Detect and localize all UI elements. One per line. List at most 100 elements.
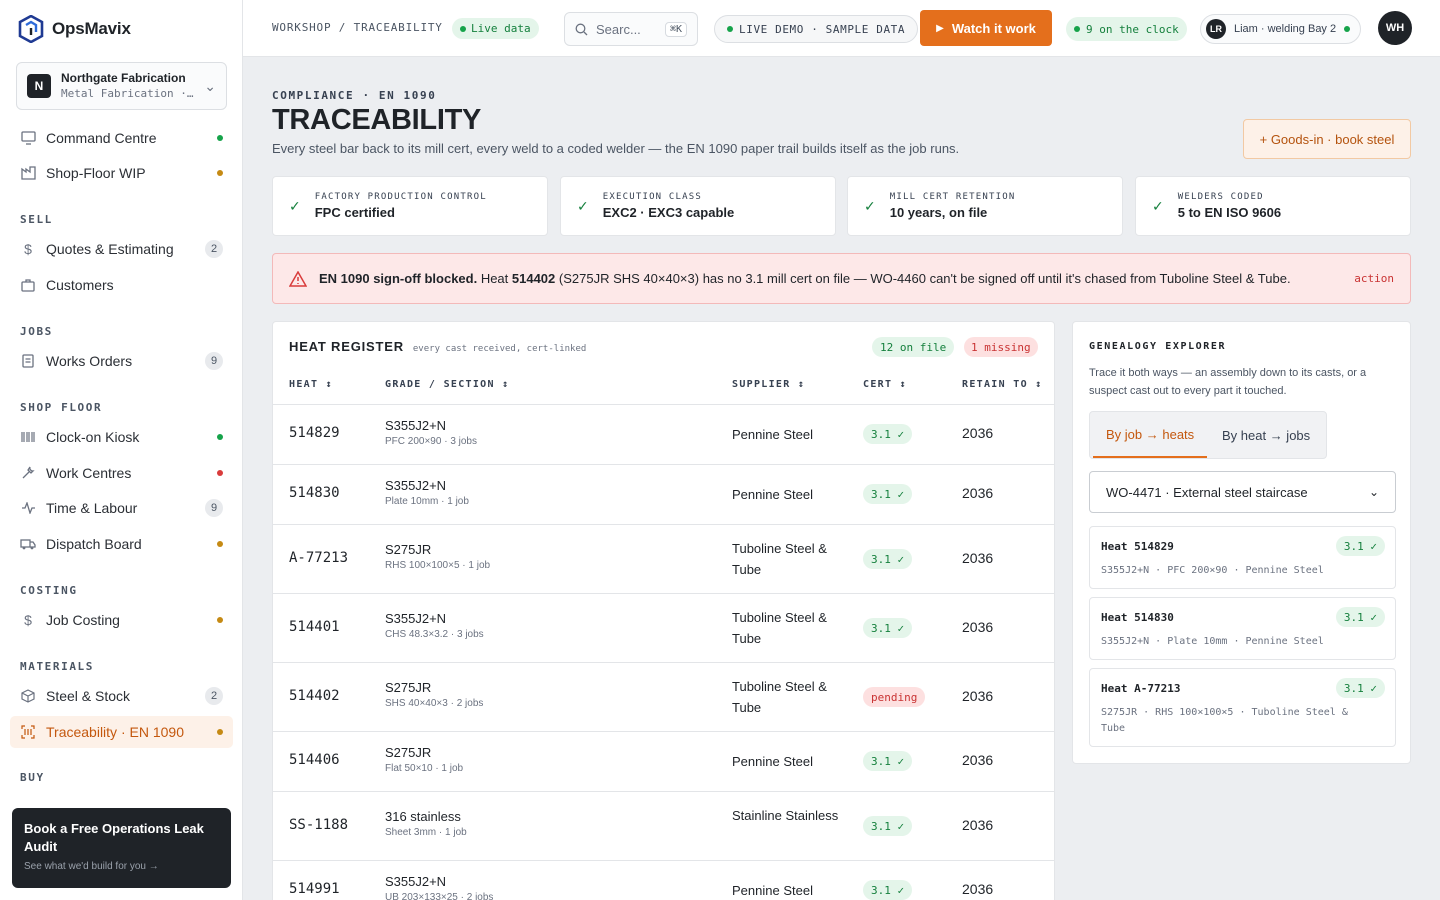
table-row[interactable]: SS-1188 316 stainless Sheet 3mm · 1 job S… <box>273 792 1054 861</box>
sidebar-item-label: Steel & Stock <box>46 688 131 704</box>
sidebar-item-clock-kiosk[interactable]: Clock-on Kiosk <box>10 421 233 453</box>
monitor-icon <box>20 130 36 146</box>
col-header-cert[interactable]: CERT ↕ <box>863 379 907 390</box>
alert-text-post: (S275JR SHS 40×40×3) has no 3.1 mill cer… <box>555 271 1291 286</box>
cert-badge: 3.1 ✓ <box>1335 607 1385 627</box>
supplier-cell: Pennine Steel <box>732 883 813 898</box>
brand-name: OpsMavix <box>52 18 131 38</box>
heat-card[interactable]: Heat A-77213 3.1 ✓ S275JR · RHS 100×100×… <box>1089 668 1396 747</box>
retain-cell: 2036 <box>962 550 994 566</box>
promo-link[interactable]: See what we'd build for you → <box>24 861 159 872</box>
org-badge: N <box>27 74 51 98</box>
sidebar-item-job-costing[interactable]: $ Job Costing <box>10 604 233 636</box>
grade-cell: S355J2+N <box>385 478 447 493</box>
heat-card[interactable]: Heat 514830 3.1 ✓ S355J2+N · Plate 10mm … <box>1089 597 1396 660</box>
table-row[interactable]: 514830 S355J2+N Plate 10mm · 1 job Pennin… <box>273 465 1054 525</box>
sidebar-item-label: Dispatch Board <box>46 536 142 552</box>
audit-promo-card[interactable]: Book a Free Operations Leak Audit See wh… <box>12 808 231 888</box>
page-title: TRACEABILITY <box>272 104 482 136</box>
check-icon: ✓ <box>864 197 876 214</box>
chevron-down-icon: ⌄ <box>204 77 216 94</box>
heat-cell: SS-1188 <box>289 817 349 833</box>
active-user-pill[interactable]: LR Liam · welding Bay 2 <box>1200 14 1362 44</box>
live-dot <box>460 25 466 32</box>
clock-dot <box>1074 26 1080 32</box>
grade-cell: S355J2+N <box>385 874 447 889</box>
works-order-select[interactable]: WO-4471 · External steel staircase ⌄ <box>1089 471 1396 513</box>
activity-icon <box>20 500 36 516</box>
sidebar-item-dispatch[interactable]: Dispatch Board <box>10 528 233 560</box>
watch-it-work-button[interactable]: ▶ Watch it work <box>920 10 1052 46</box>
col-header-supplier[interactable]: SUPPLIER ↕ <box>732 379 806 390</box>
status-dot <box>217 434 223 440</box>
cert-badge: 3.1 ✓ <box>863 549 913 569</box>
cert-badge: 3.1 ✓ <box>863 751 913 771</box>
status-dot <box>217 170 223 176</box>
sidebar: OpsMavix N Northgate Fabrication Metal F… <box>0 0 243 900</box>
sidebar-item-quotes[interactable]: $ Quotes & Estimating 2 <box>10 233 233 265</box>
col-header-retain[interactable]: RETAIN TO ↕ <box>962 379 1043 390</box>
org-switcher[interactable]: N Northgate Fabrication Metal Fabricatio… <box>16 62 227 110</box>
heat-card[interactable]: Heat 514829 3.1 ✓ S355J2+N · PFC 200×90 … <box>1089 526 1396 589</box>
clock-label: 9 on the clock <box>1086 22 1179 36</box>
table-row[interactable]: A-77213 S275JR RHS 100×100×5 · 1 job Tubo… <box>273 525 1054 594</box>
search-input[interactable]: Searc... ⌘K <box>564 12 698 46</box>
heat-cell: 514406 <box>289 752 340 768</box>
table-row[interactable]: 514401 S355J2+N CHS 48.3×3.2 · 3 jobs Tub… <box>273 594 1054 663</box>
alert-action-link[interactable]: action <box>1354 272 1394 285</box>
user-status-dot <box>1344 26 1351 32</box>
search-icon <box>575 23 588 35</box>
live-label: Live data <box>471 22 531 35</box>
sidebar-item-time-labour[interactable]: Time & Labour 9 <box>10 492 233 524</box>
grade-cell: S275JR <box>385 542 432 557</box>
table-row[interactable]: 514406 S275JR Flat 50×10 · 1 job Pennine … <box>273 732 1054 792</box>
heat-register-panel: HEAT REGISTER every cast received, cert-… <box>272 321 1055 900</box>
status-dot <box>217 729 223 735</box>
heat-cell: 514402 <box>289 688 340 704</box>
supplier-cell: Stainline Stainless <box>732 808 839 823</box>
tab-by-job[interactable]: By job → heats <box>1093 412 1208 458</box>
demo-dot <box>727 26 733 32</box>
nav-section-buy: BUY <box>20 771 45 784</box>
sidebar-item-works-orders[interactable]: Works Orders 9 <box>10 345 233 377</box>
table-row[interactable]: 514991 S355J2+N UB 203×133×25 · 2 jobs Pe… <box>273 861 1054 900</box>
goods-in-button[interactable]: + Goods-in · book steel <box>1243 119 1411 159</box>
sidebar-item-traceability[interactable]: Traceability · EN 1090 <box>10 716 233 748</box>
alert-strong: EN 1090 sign-off blocked. <box>319 271 478 286</box>
wrench-icon <box>20 465 36 481</box>
avatar[interactable]: WH <box>1378 11 1412 45</box>
brand[interactable]: OpsMavix <box>0 0 242 57</box>
warning-icon <box>289 270 307 287</box>
count-badge: 2 <box>205 240 223 258</box>
sidebar-item-command-centre[interactable]: Command Centre <box>10 122 233 154</box>
table-row[interactable]: 514402 S275JR SHS 40×40×3 · 2 jobs Tuboli… <box>273 663 1054 732</box>
grade-cell: S275JR <box>385 745 432 760</box>
section-cell: UB 203×133×25 · 2 jobs <box>385 892 494 900</box>
heat-card-title: Heat 514829 <box>1101 540 1174 553</box>
check-icon: ✓ <box>577 197 589 214</box>
table-row[interactable]: 514829 S355J2+N PFC 200×90 · 3 jobs Penni… <box>273 405 1054 465</box>
stat-label: WELDERS CODED <box>1177 192 1264 202</box>
col-header-heat[interactable]: HEAT ↕ <box>289 379 333 390</box>
sidebar-item-shopfloor-wip[interactable]: Shop-Floor WIP <box>10 157 233 189</box>
heat-card-details: S355J2+N · PFC 200×90 · Pennine Steel <box>1101 565 1324 576</box>
sidebar-item-label: Work Centres <box>46 465 132 481</box>
cube-icon <box>20 688 36 704</box>
col-header-grade[interactable]: GRADE / SECTION ↕ <box>385 379 510 390</box>
status-dot <box>217 135 223 141</box>
search-shortcut: ⌘K <box>664 21 687 37</box>
tab-by-heat[interactable]: By heat → jobs <box>1222 427 1311 443</box>
sidebar-item-customers[interactable]: Customers <box>10 269 233 301</box>
breadcrumb: WORKSHOP / TRACEABILITY <box>272 21 443 34</box>
on-clock-badge[interactable]: 9 on the clock <box>1066 17 1187 41</box>
page-eyebrow: COMPLIANCE · EN 1090 <box>272 89 437 102</box>
missing-badge: 1 missing <box>964 337 1038 357</box>
sidebar-item-steel-stock[interactable]: Steel & Stock 2 <box>10 680 233 712</box>
grade-cell: 316 stainless <box>385 809 461 824</box>
check-icon: ✓ <box>289 197 301 214</box>
grade-cell: S355J2+N <box>385 611 447 626</box>
nav-section-jobs: JOBS <box>20 325 53 338</box>
heat-cell: 514829 <box>289 425 340 441</box>
sidebar-item-work-centres[interactable]: Work Centres <box>10 457 233 489</box>
sidebar-item-label: Quotes & Estimating <box>46 241 174 257</box>
